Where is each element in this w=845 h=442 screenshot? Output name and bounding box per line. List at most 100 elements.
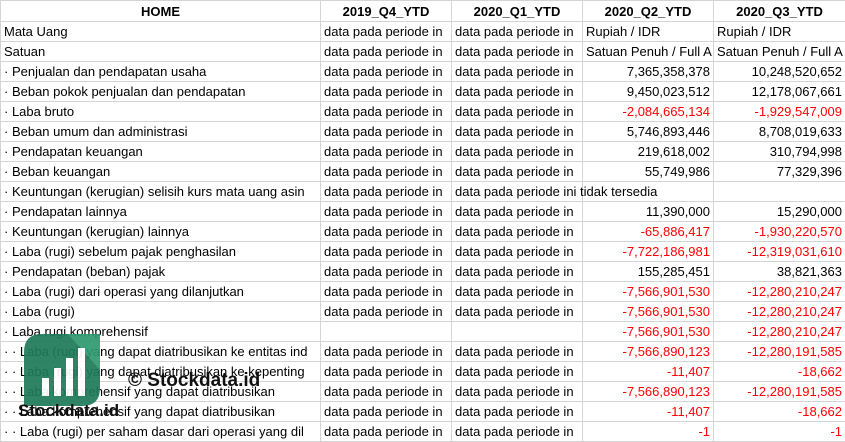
cell: data pada periode in [321, 202, 452, 222]
cell: data pada periode in [321, 262, 452, 282]
cell: data pada periode in [452, 42, 583, 62]
cell: -1,930,220,570 [714, 222, 845, 242]
cell: data pada periode in [452, 382, 583, 402]
cell: data pada periode in [452, 422, 583, 442]
cell: data pada periode in [452, 162, 583, 182]
cell: 155,285,451 [583, 262, 714, 282]
cell: -65,886,417 [583, 222, 714, 242]
cell: data pada periode in [321, 342, 452, 362]
row-label: · Laba (rugi) sebelum pajak penghasilan [1, 242, 321, 262]
row-label: · Pendapatan keuangan [1, 142, 321, 162]
cell: -1,929,547,009 [714, 102, 845, 122]
cell: 12,178,067,661 [714, 82, 845, 102]
cell: -7,722,186,981 [583, 242, 714, 262]
cell: -7,566,901,530 [583, 322, 714, 342]
cell: data pada periode in [452, 122, 583, 142]
row-label: · Laba rugi komprehensif [1, 322, 321, 342]
cell: -18,662 [714, 402, 845, 422]
row-label: · Laba bruto [1, 102, 321, 122]
row-label: · · Laba (rugi) yang dapat diatribusikan… [1, 362, 321, 382]
table-row: · · Laba komprehensif yang dapat diatrib… [1, 402, 845, 422]
cell: 38,821,363 [714, 262, 845, 282]
row-label: · Pendapatan lainnya [1, 202, 321, 222]
row-label: · Penjualan dan pendapatan usaha [1, 62, 321, 82]
cell: data pada periode in [321, 162, 452, 182]
cell: data pada periode in [452, 222, 583, 242]
cell: data pada periode ini tidak tersedia [452, 182, 583, 202]
cell: -18,662 [714, 362, 845, 382]
cell: 310,794,998 [714, 142, 845, 162]
row-label: · · Laba (rugi) yang dapat diatribusikan… [1, 342, 321, 362]
cell: data pada periode in [452, 402, 583, 422]
cell: Rupiah / IDR [583, 22, 714, 42]
cell: data pada periode in [452, 62, 583, 82]
cell: -1 [583, 422, 714, 442]
table-row: · · Laba komprehensif yang dapat diatrib… [1, 382, 845, 402]
cell: data pada periode in [321, 122, 452, 142]
table-row: · Keuntungan (kerugian) lainnya data pada… [1, 222, 845, 242]
cell: -11,407 [583, 362, 714, 382]
column-header: 2020_Q1_YTD [452, 1, 583, 22]
cell: 5,746,893,446 [583, 122, 714, 142]
cell: -1 [714, 422, 845, 442]
cell: -2,084,665,134 [583, 102, 714, 122]
cell: -7,566,901,530 [583, 302, 714, 322]
row-label: · Beban umum dan administrasi [1, 122, 321, 142]
cell: -12,280,191,585 [714, 342, 845, 362]
column-header: HOME [1, 1, 321, 22]
cell: data pada periode in [321, 362, 452, 382]
cell: data pada periode in [452, 342, 583, 362]
cell: data pada periode in [452, 282, 583, 302]
cell: -11,407 [583, 402, 714, 422]
cell: data pada periode in [452, 102, 583, 122]
cell: data pada periode in [321, 302, 452, 322]
cell: data pada periode in [452, 142, 583, 162]
cell [452, 322, 583, 342]
cell: data pada periode in [321, 282, 452, 302]
row-label: · Laba (rugi) dari operasi yang dilanjut… [1, 282, 321, 302]
cell [714, 182, 845, 202]
cell: Satuan Penuh / Full A [714, 42, 845, 62]
cell: data pada periode in [321, 182, 452, 202]
cell: Satuan Penuh / Full A [583, 42, 714, 62]
cell: data pada periode in [321, 42, 452, 62]
cell: 10,248,520,652 [714, 62, 845, 82]
row-label: · Keuntungan (kerugian) selisih kurs mat… [1, 182, 321, 202]
cell: data pada periode in [321, 242, 452, 262]
row-label: · Keuntungan (kerugian) lainnya [1, 222, 321, 242]
cell: -12,280,210,247 [714, 302, 845, 322]
cell: data pada periode in [452, 302, 583, 322]
column-header: 2020_Q3_YTD [714, 1, 845, 22]
cell: -12,280,210,247 [714, 322, 845, 342]
cell: Rupiah / IDR [714, 22, 845, 42]
cell: -12,280,210,247 [714, 282, 845, 302]
cell: data pada periode in [321, 62, 452, 82]
cell: 55,749,986 [583, 162, 714, 182]
cell: data pada periode in [452, 202, 583, 222]
table-row: · · Laba (rugi) yang dapat diatribusikan… [1, 362, 845, 382]
cell: -7,566,890,123 [583, 382, 714, 402]
cell: data pada periode in [321, 422, 452, 442]
cell: data pada periode in [321, 142, 452, 162]
table-row: · Keuntungan (kerugian) selisih kurs mat… [1, 182, 845, 202]
cell: 219,618,002 [583, 142, 714, 162]
cell: -7,566,901,530 [583, 282, 714, 302]
column-header: 2020_Q2_YTD [583, 1, 714, 22]
cell: -7,566,890,123 [583, 342, 714, 362]
cell: data pada periode in [452, 82, 583, 102]
cell: data pada periode in [321, 102, 452, 122]
cell: 8,708,019,633 [714, 122, 845, 142]
